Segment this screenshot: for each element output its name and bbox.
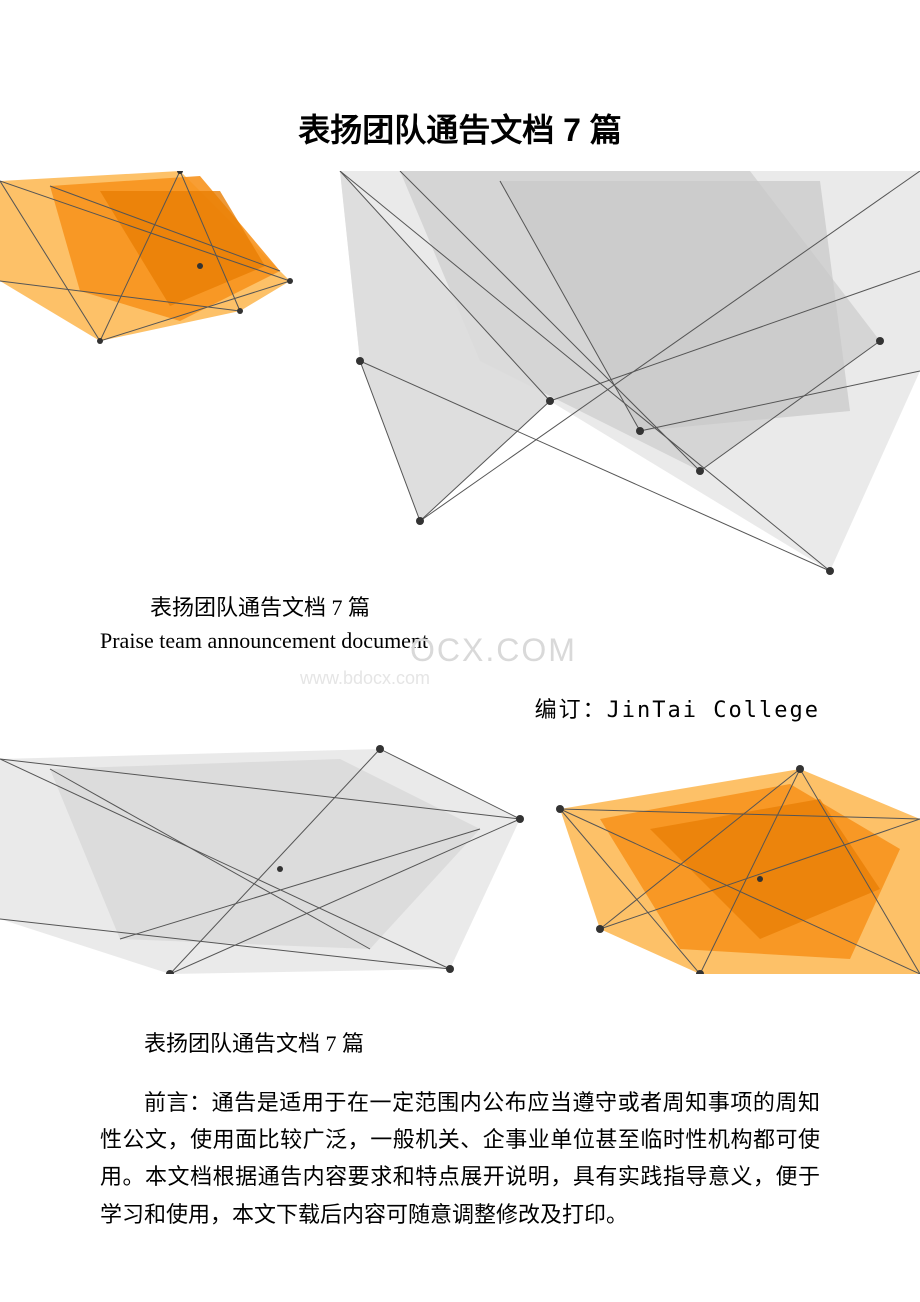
watermark-sub: www.bdocx.com: [300, 668, 430, 689]
body-heading: 表扬团队通告文档 7 篇: [100, 1024, 820, 1064]
orange-polygon-bottom-right: [556, 765, 920, 974]
decorative-graphic-bottom: [0, 739, 920, 974]
body-paragraph: 前言：通告是适用于在一定范围内公布应当遵守或者周知事项的周知性公文，使用面比较广…: [100, 1084, 820, 1234]
body-section: 表扬团队通告文档 7 篇 前言：通告是适用于在一定范围内公布应当遵守或者周知事项…: [0, 974, 920, 1233]
page-title: 表扬团队通告文档 7 篇: [0, 0, 920, 171]
subtitle-chinese: 表扬团队通告文档 7 篇: [150, 591, 920, 624]
watermark-main: OCX.COM: [410, 632, 577, 669]
gray-polygon-right: [340, 171, 920, 575]
decorative-graphic-top: [0, 171, 920, 581]
orange-polygon-left: [0, 171, 293, 344]
gray-polygon-bottom-left: [0, 745, 524, 974]
